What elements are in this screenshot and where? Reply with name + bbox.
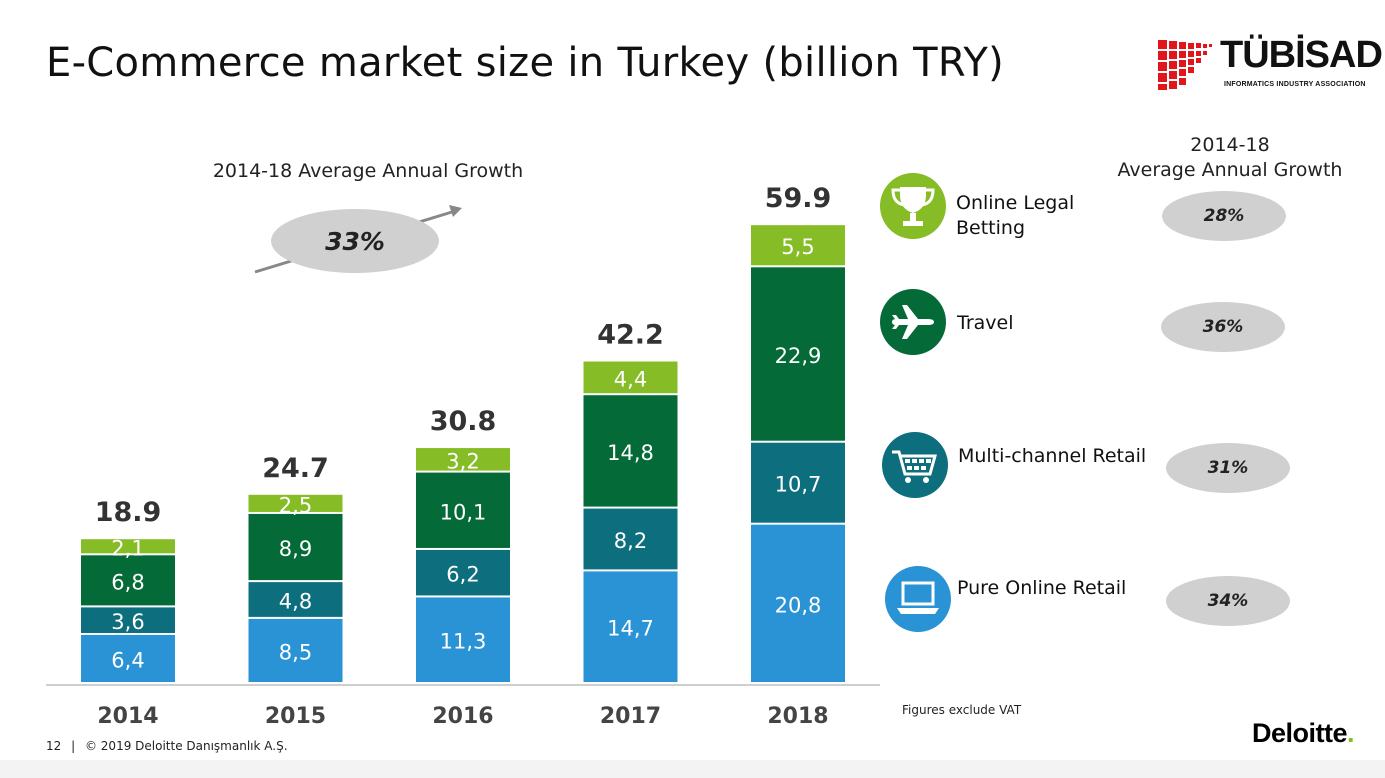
- bar-segment-2015-2: [248, 513, 343, 581]
- total-label-2014: 18.9: [95, 497, 162, 528]
- growth-badge-betting: 28%: [1162, 191, 1286, 241]
- bar-segment-2018-1: [751, 442, 845, 523]
- segment-label-2015-0: 8,5: [279, 640, 312, 664]
- x-tick-2014: 2014: [97, 704, 158, 729]
- right-growth-title-line1: 2014-18: [1190, 134, 1270, 156]
- bar-segment-2018-0: [751, 524, 845, 682]
- bar-segment-2014-0: [81, 634, 175, 682]
- bar-segment-2017-2: [583, 395, 678, 507]
- bar-segment-2017-0: [583, 571, 678, 682]
- segment-label-2014-2: 6,8: [111, 570, 144, 594]
- bar-segment-2017-1: [583, 508, 678, 570]
- segment-label-2017-3: 4,4: [614, 367, 647, 391]
- footer: 12 | © 2019 Deloitte Danışmanlık A.Ş.: [46, 739, 288, 753]
- shopping-cart-icon: [882, 432, 948, 498]
- bar-segment-2017-3: [583, 361, 678, 394]
- bars-group: 6,4 3,6 6,8 2,1 18.9 2014 8,5 4,8 8,9 2,5 24.7 2015…: [81, 183, 845, 729]
- footer-separator: |: [71, 739, 76, 753]
- bar-segment-2016-1: [416, 549, 510, 596]
- bar-segment-2018-2: [751, 267, 845, 441]
- tubisad-logo-mark-icon: [1158, 40, 1212, 90]
- segment-label-2016-3: 3,2: [446, 449, 479, 473]
- segment-label-2018-3: 5,5: [781, 235, 814, 259]
- x-tick-2017: 2017: [600, 704, 661, 729]
- segment-label-2017-0: 14,7: [607, 617, 654, 641]
- x-tick-2015: 2015: [265, 704, 326, 729]
- growth-badge-travel: 36%: [1161, 302, 1285, 352]
- segment-label-2016-2: 10,1: [440, 500, 487, 524]
- bar-segment-2018-3: [751, 225, 845, 266]
- deloitte-logo: Deloitte.: [1252, 718, 1355, 748]
- bar-segment-2014-1: [81, 607, 175, 633]
- bar-segment-2016-0: [416, 597, 510, 682]
- bar-segment-2014-3: [81, 539, 175, 554]
- page-title: E-Commerce market size in Turkey (billio…: [46, 40, 1005, 86]
- bar-segment-2016-3: [416, 448, 510, 471]
- total-label-2017: 42.2: [597, 320, 664, 351]
- overall-growth-bubble: [271, 209, 439, 273]
- total-label-2018: 59.9: [765, 183, 832, 214]
- right-growth-title: 2014-18 Average Annual Growth: [1100, 133, 1360, 183]
- bar-segment-2015-0: [248, 618, 343, 682]
- bar-segment-2015-1: [248, 582, 343, 617]
- category-label-multichannel: Multi-channel Retail: [958, 445, 1147, 467]
- laptop-icon: [885, 566, 951, 632]
- segment-label-2016-1: 6,2: [446, 563, 479, 587]
- category-label-betting: Online Legal Betting: [956, 192, 1075, 239]
- overall-growth-value: 33%: [325, 227, 385, 256]
- segment-label-2018-1: 10,7: [775, 473, 822, 497]
- trophy-icon: [880, 173, 946, 239]
- category-label-travel: Travel: [957, 312, 1014, 334]
- segment-label-2014-1: 3,6: [111, 610, 144, 634]
- segment-label-2017-2: 14,8: [607, 441, 654, 465]
- tubisad-logo-subtitle: INFORMATICS INDUSTRY ASSOCIATION: [1224, 81, 1366, 88]
- total-label-2015: 24.7: [262, 453, 329, 484]
- segment-label-2014-0: 6,4: [111, 648, 144, 672]
- bar-segment-2014-2: [81, 555, 175, 606]
- footer-bar: [0, 760, 1385, 778]
- segment-label-2017-1: 8,2: [614, 529, 647, 553]
- segment-label-2014-3: 2,1: [111, 536, 144, 560]
- airplane-icon: [880, 289, 946, 355]
- bar-segment-2015-3: [248, 494, 343, 512]
- x-tick-2016: 2016: [432, 704, 493, 729]
- category-label-pure-online: Pure Online Retail: [957, 577, 1127, 599]
- total-label-2016: 30.8: [430, 406, 497, 437]
- x-tick-2018: 2018: [767, 704, 828, 729]
- segment-label-2018-2: 22,9: [775, 344, 822, 368]
- tubisad-logo: TÜBİSAD INFORMATICS INDUSTRY ASSOCIATION: [1158, 34, 1383, 94]
- segment-label-2015-2: 8,9: [279, 537, 312, 561]
- page-number: 12: [46, 739, 62, 753]
- segment-label-2015-1: 4,8: [279, 590, 312, 614]
- growth-title: 2014-18 Average Annual Growth: [212, 160, 524, 182]
- copyright: © 2019 Deloitte Danışmanlık A.Ş.: [84, 739, 288, 753]
- growth-badge-multichannel: 31%: [1166, 443, 1290, 493]
- bar-segment-2016-2: [416, 472, 510, 548]
- segment-label-2018-0: 20,8: [775, 593, 822, 617]
- segment-label-2016-0: 11,3: [440, 630, 487, 654]
- growth-badge-pure-online: 34%: [1166, 576, 1290, 626]
- right-growth-title-line2: Average Annual Growth: [1117, 159, 1343, 181]
- vat-note: Figures exclude VAT: [902, 703, 1022, 717]
- segment-label-2015-3: 2,5: [279, 493, 312, 517]
- tubisad-logo-text: TÜBİSAD: [1220, 34, 1383, 76]
